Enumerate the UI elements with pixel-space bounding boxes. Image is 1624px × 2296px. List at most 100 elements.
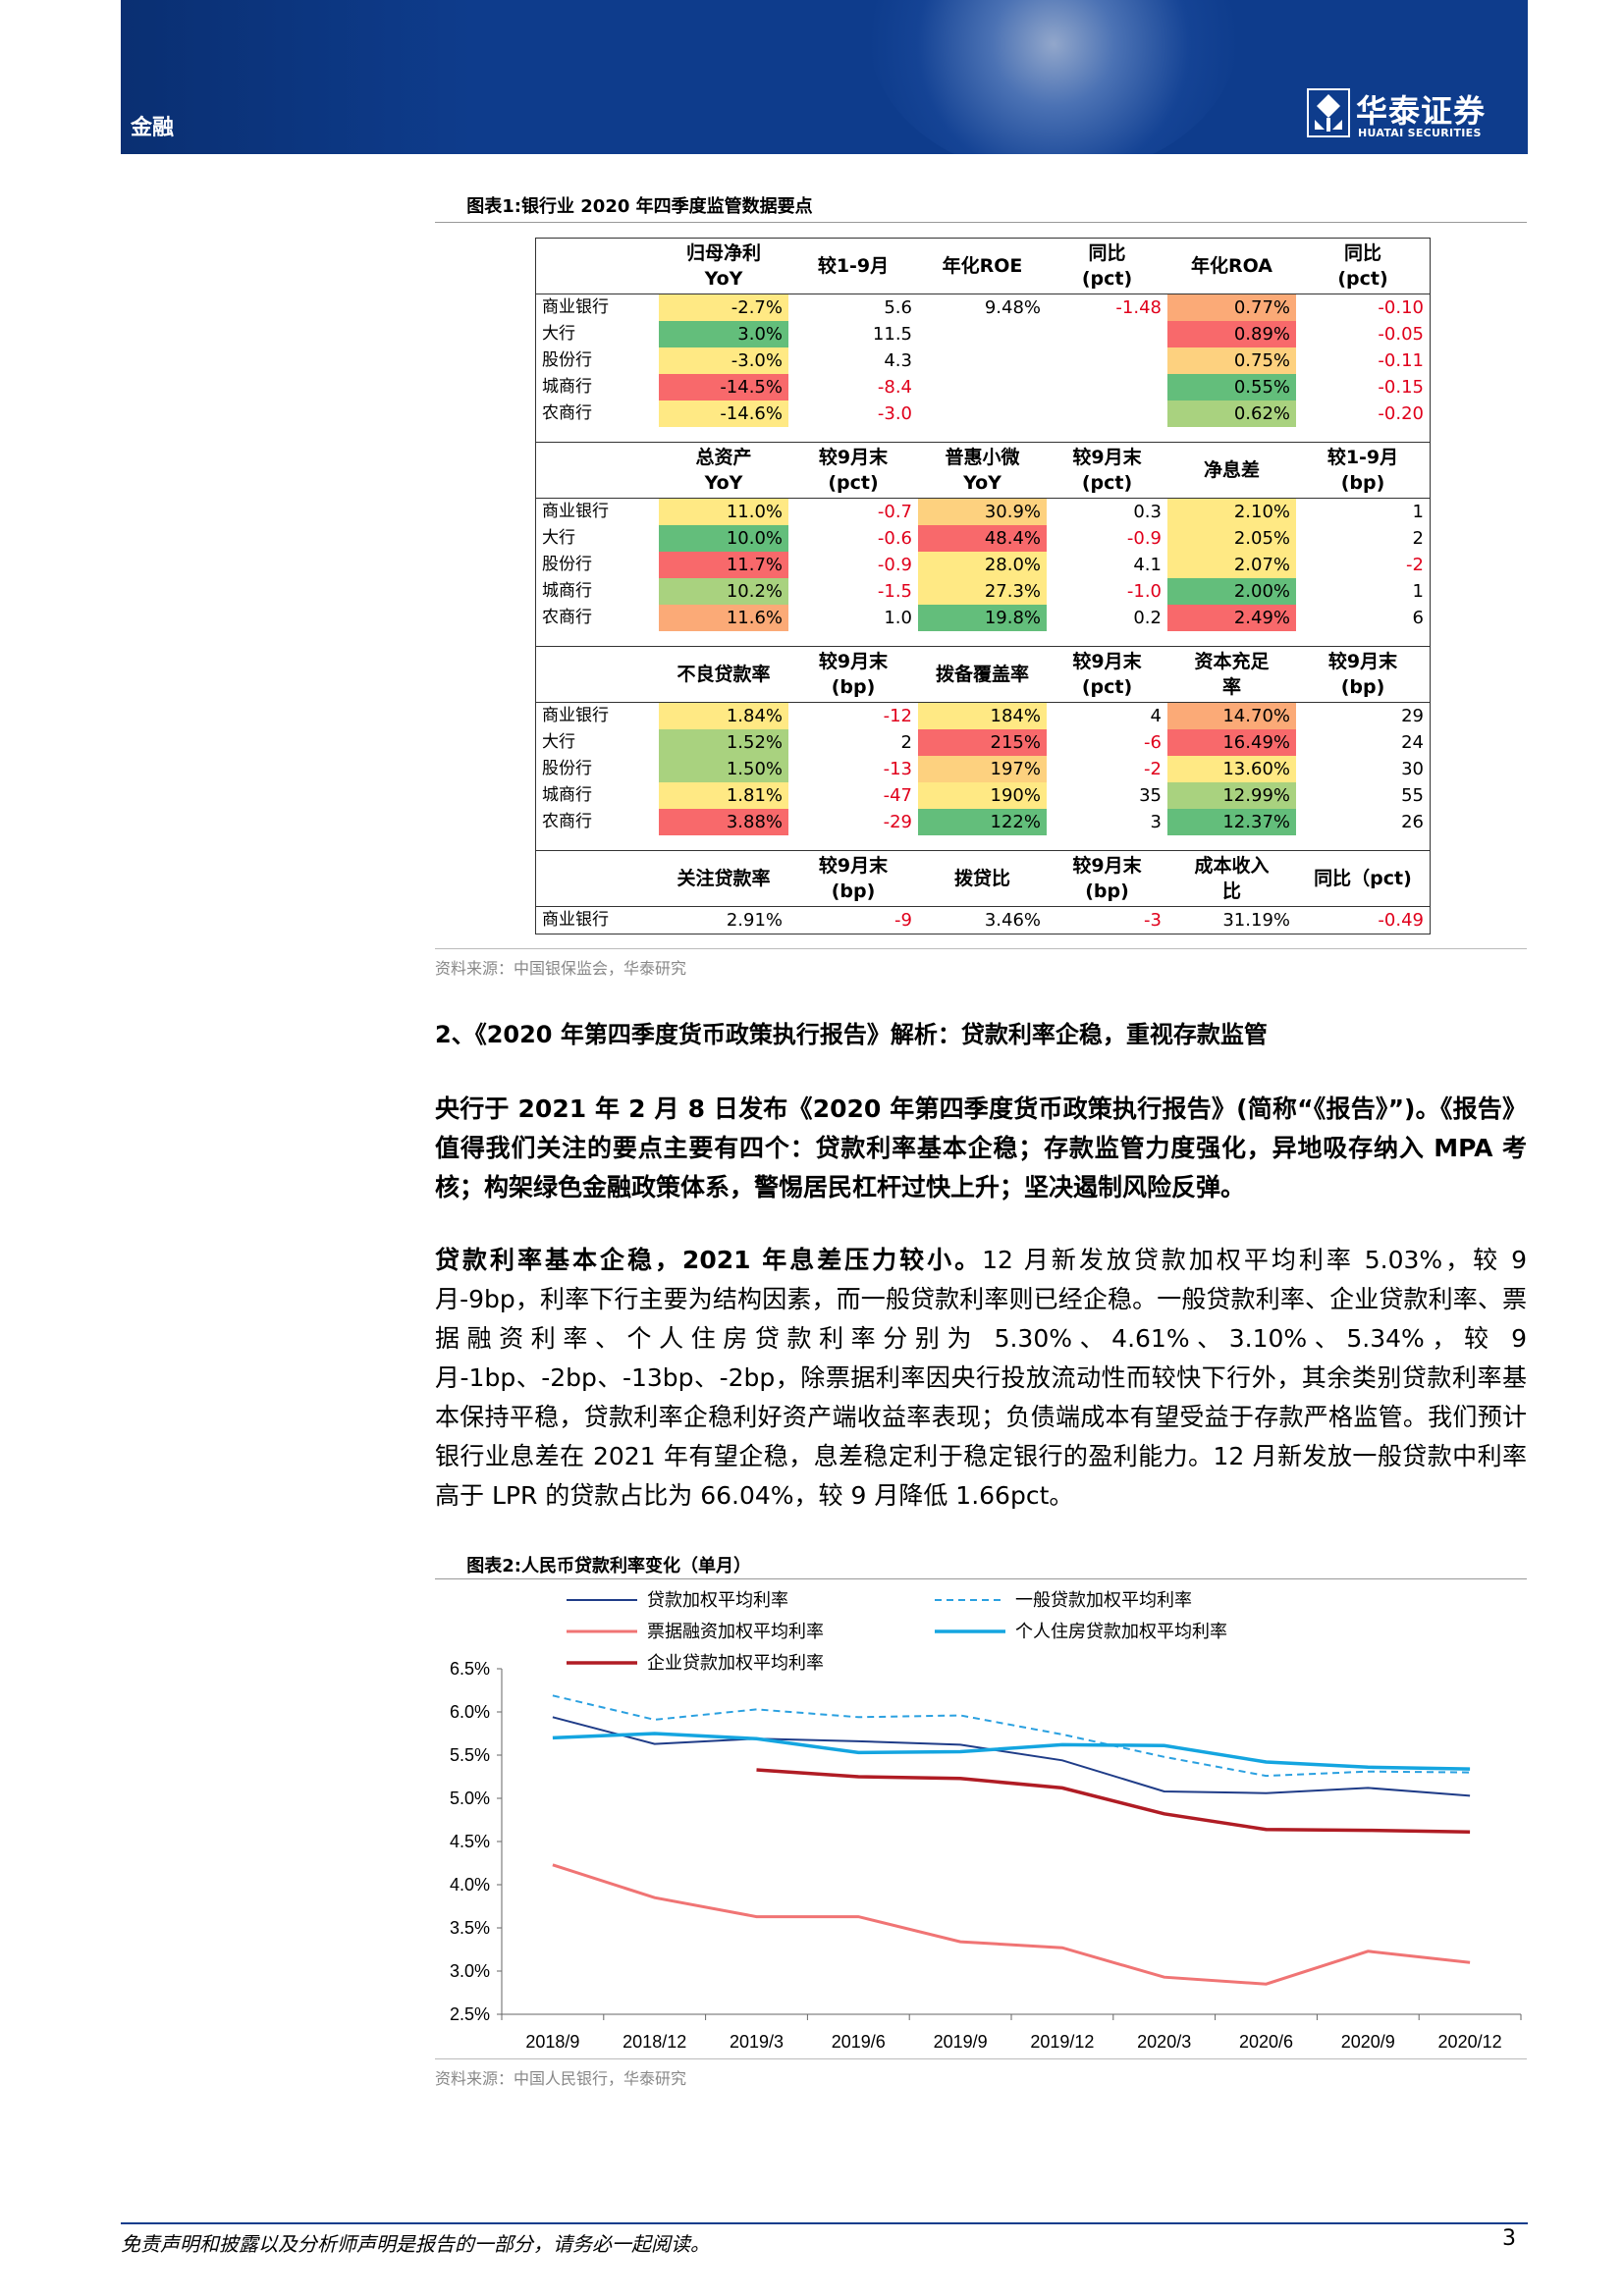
table-row: 农商行 3.88% -29 122% 3 12.37% 26: [536, 809, 1430, 835]
table-cell: [1047, 347, 1167, 374]
page-number: 3: [1502, 2226, 1516, 2251]
table-cell: -0.15: [1378, 377, 1424, 398]
table-cell: 3.0%: [659, 321, 788, 347]
table-cell: [1047, 400, 1167, 427]
x-tick-label: 2020/9: [1341, 2032, 1395, 2052]
header-globe-graphic: [867, 0, 1240, 154]
table-cell: 197%: [918, 756, 1047, 782]
x-tick-label: 2019/6: [832, 2032, 886, 2052]
y-tick-label: 2.5%: [450, 2004, 490, 2024]
table-cell: 1: [1412, 581, 1424, 602]
series-line-5: [756, 1768, 1471, 1835]
table-cell: -0.7: [877, 502, 912, 522]
figure2-label: 图表2:: [466, 1556, 521, 1576]
table-cell: [918, 400, 1047, 427]
figure1-title: 银行业 2020 年四季度监管数据要点: [521, 196, 813, 217]
table-cell: -1.0: [1126, 581, 1162, 602]
table-cell: [918, 347, 1047, 374]
row-label: 农商行: [542, 403, 592, 423]
table-header-cell: 资本充足 率: [1194, 651, 1270, 698]
x-tick-label: 2018/12: [623, 2032, 686, 2052]
table-cell: 11.0%: [659, 499, 788, 525]
table-header-cell: 同比 (pct): [1337, 242, 1388, 290]
x-tick-label: 2020/3: [1137, 2032, 1191, 2052]
legend-label: 票据融资加权平均利率: [647, 1622, 824, 1642]
table-cell: 31.19%: [1222, 910, 1290, 931]
legend-label: 贷款加权平均利率: [647, 1590, 788, 1611]
figure2-bottom-rule: [435, 2058, 1527, 2059]
table-cell: 13.60%: [1167, 756, 1296, 782]
table-header-cell: 不良贷款率: [677, 664, 771, 685]
row-label: 大行: [542, 528, 575, 548]
table-cell: -1.5: [877, 581, 912, 602]
row-label: 商业银行: [542, 502, 609, 521]
figure2-source: 资料来源：中国人民银行，华泰研究: [435, 2069, 687, 2088]
paragraph-2: 贷款利率基本企稳，2021 年息差压力较小。12 月新发放贷款加权平均利率 5.…: [435, 1241, 1527, 1516]
table-cell: 1.0: [884, 608, 912, 628]
table-cell: 0.75%: [1167, 347, 1296, 374]
table-cell: 11.6%: [659, 605, 788, 631]
table-header-cell: 普惠小微 YoY: [945, 447, 1020, 494]
table-cell: 1.50%: [659, 756, 788, 782]
table-header-cell: 较9月末 (bp): [1072, 855, 1142, 902]
row-label: 大行: [542, 324, 575, 344]
legend-label: 企业贷款加权平均利率: [647, 1653, 824, 1674]
table-cell: 1.81%: [659, 782, 788, 809]
table-cell: 55: [1401, 785, 1424, 806]
table-header-cell: 较1-9月 (bp): [1326, 447, 1399, 494]
row-label: 股份行: [542, 350, 592, 370]
table-row: 农商行 11.6% 1.0 19.8% 0.2 2.49% 6: [536, 605, 1430, 631]
table-cell: -3.0: [877, 403, 912, 424]
y-tick-label: 5.0%: [450, 1789, 490, 1808]
table-header-row: 归母净利 YoY 较1-9月 年化ROE 同比 (pct) 年化ROA 同比 (pct): [536, 239, 1430, 294]
table-cell: 12.37%: [1167, 809, 1296, 835]
table-cell: -0.49: [1378, 910, 1424, 931]
table-cell: [1047, 321, 1167, 347]
paragraph-2-lead: 贷款利率基本企稳，2021 年息差压力较小。: [435, 1246, 983, 1274]
table-cell: 30: [1401, 759, 1424, 779]
table-cell: 27.3%: [918, 578, 1047, 605]
table-header-row: 总资产 YoY 较9月末 (pct) 普惠小微 YoY 较9月末 (pct) 净息差 较1…: [536, 443, 1430, 499]
table-cell: 2: [1412, 528, 1424, 549]
row-label: 商业银行: [542, 910, 609, 930]
table-cell: -6: [1144, 732, 1162, 753]
figure1-source: 资料来源：中国银保监会，华泰研究: [435, 959, 687, 978]
y-tick-label: 6.0%: [450, 1702, 490, 1722]
table-cell: 0.77%: [1167, 294, 1296, 321]
table-cell: -14.5%: [659, 374, 788, 400]
paragraph-2-text: 12 月新发放贷款加权平均利率 5.03%，较 9 月-9bp，利率下行主要为结…: [435, 1246, 1527, 1510]
table-header-row: 关注贷款率 较9月末 (bp) 拨贷比 较9月末 (bp) 成本收入 比 同比（pct): [536, 851, 1430, 907]
table-cell: 3: [1150, 812, 1162, 832]
row-label: 农商行: [542, 812, 592, 831]
figure1-label: 图表1:: [466, 196, 521, 217]
logo-chinese: 华泰证券: [1356, 92, 1487, 130]
table-cell: -1.48: [1115, 297, 1162, 318]
table-cell: 24: [1401, 732, 1424, 753]
table-cell: -8.4: [877, 377, 912, 398]
table-header-cell: 拨贷比: [953, 868, 1010, 889]
table-cell: -0.6: [877, 528, 912, 549]
table-row: 农商行 -14.6% -3.0 0.62% -0.20: [536, 400, 1430, 427]
table-header-cell: 较9月末 (bp): [818, 651, 889, 698]
table-cell: -2.7%: [659, 294, 788, 321]
table-cell: 10.0%: [659, 525, 788, 552]
table-row: 商业银行 1.84% -12 184% 4 14.70% 29: [536, 703, 1430, 729]
table-header-cell: 较9月末 (pct): [1072, 447, 1142, 494]
table-header-cell: 同比（pct): [1314, 868, 1412, 889]
table-header-cell: 同比 (pct): [1081, 242, 1133, 290]
section-heading: 2、《2020 年第四季度货币政策执行报告》解析：贷款利率企稳，重视存款监管: [435, 1021, 1268, 1048]
table-cell: -14.6%: [659, 400, 788, 427]
figure1-caption: 图表1:银行业 2020 年四季度监管数据要点: [435, 192, 813, 218]
y-tick-label: 4.5%: [450, 1832, 490, 1851]
table-row: 大行 3.0% 11.5 0.89% -0.05: [536, 321, 1430, 347]
x-tick-label: 2018/9: [525, 2032, 579, 2052]
logo-english: HUATAI SECURITIES: [1358, 127, 1482, 139]
table-row: 商业银行 2.91% -9 3.46% -3 31.19% -0.49: [536, 907, 1430, 934]
table-cell: 2.91%: [726, 910, 783, 931]
table-cell: 4: [1150, 706, 1162, 726]
paragraph-1: 央行于 2021 年 2 月 8 日发布《2020 年第四季度货币政策执行报告》…: [435, 1090, 1527, 1207]
table-row: 大行 10.0% -0.6 48.4% -0.9 2.05% 2: [536, 525, 1430, 552]
paragraph-1-text: 央行于 2021 年 2 月 8 日发布《2020 年第四季度货币政策执行报告》…: [435, 1095, 1527, 1201]
table-cell: 35: [1139, 785, 1162, 806]
figure2-caption: 图表2:人民币贷款利率变化（单月）: [435, 1552, 751, 1577]
